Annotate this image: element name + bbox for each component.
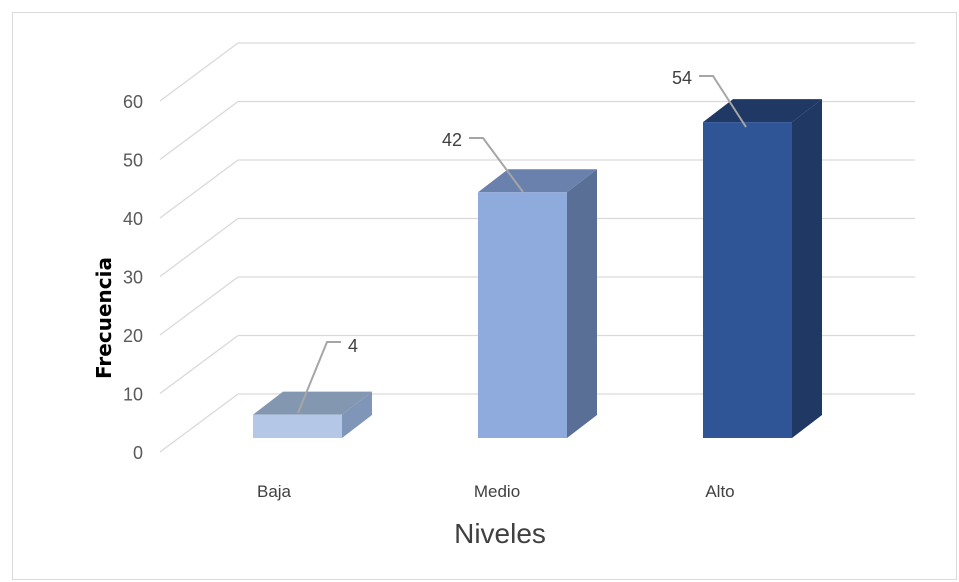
gridline-side [159, 334, 239, 395]
y-tick-label: 50 [123, 151, 143, 171]
y-tick-label: 0 [133, 443, 143, 463]
bar-medio [478, 169, 597, 439]
bar-side [792, 99, 822, 438]
gridline-side [159, 100, 239, 161]
data-label-text: 4 [348, 336, 358, 356]
bars [253, 99, 822, 439]
data-label-alto: 54 [672, 68, 747, 128]
data-labels: 4 42 54 [297, 68, 747, 414]
bar-side [342, 391, 372, 438]
data-label-text: 54 [672, 68, 692, 88]
y-axis-title: Frecuencia [92, 257, 116, 379]
leader-line [469, 137, 524, 193]
y-tick-label: 40 [123, 209, 143, 229]
data-label-baja: 4 [297, 336, 358, 414]
gridline-side [159, 217, 239, 278]
x-tick-label-medio: Medio [474, 482, 520, 501]
bar-top [478, 169, 597, 193]
data-label-text: 42 [442, 130, 462, 150]
x-tick-label-alto: Alto [705, 482, 734, 501]
y-tick-label: 20 [123, 326, 143, 346]
bar-front [478, 192, 567, 438]
bar-alto [703, 99, 822, 438]
bar-baja [253, 391, 372, 438]
bar-front [253, 414, 342, 438]
y-tick-label: 60 [123, 92, 143, 112]
leader-line [699, 75, 747, 128]
bar-side [567, 169, 597, 439]
gridline-side [159, 42, 239, 102]
bar-top [253, 391, 372, 415]
data-label-medio: 42 [442, 130, 524, 193]
leader-line [297, 341, 341, 414]
x-tick-label-baja: Baja [257, 482, 292, 501]
gridline-side [159, 276, 239, 336]
y-tick-label: 10 [123, 385, 143, 405]
x-axis-title: Niveles [454, 518, 546, 549]
y-tick-labels: 0 10 20 30 40 50 60 [123, 92, 143, 463]
x-tick-labels: Baja Medio Alto [257, 482, 735, 501]
gridline-side [159, 393, 239, 453]
bar-front [703, 122, 792, 438]
gridline-side [159, 159, 239, 219]
y-tick-label: 30 [123, 268, 143, 288]
